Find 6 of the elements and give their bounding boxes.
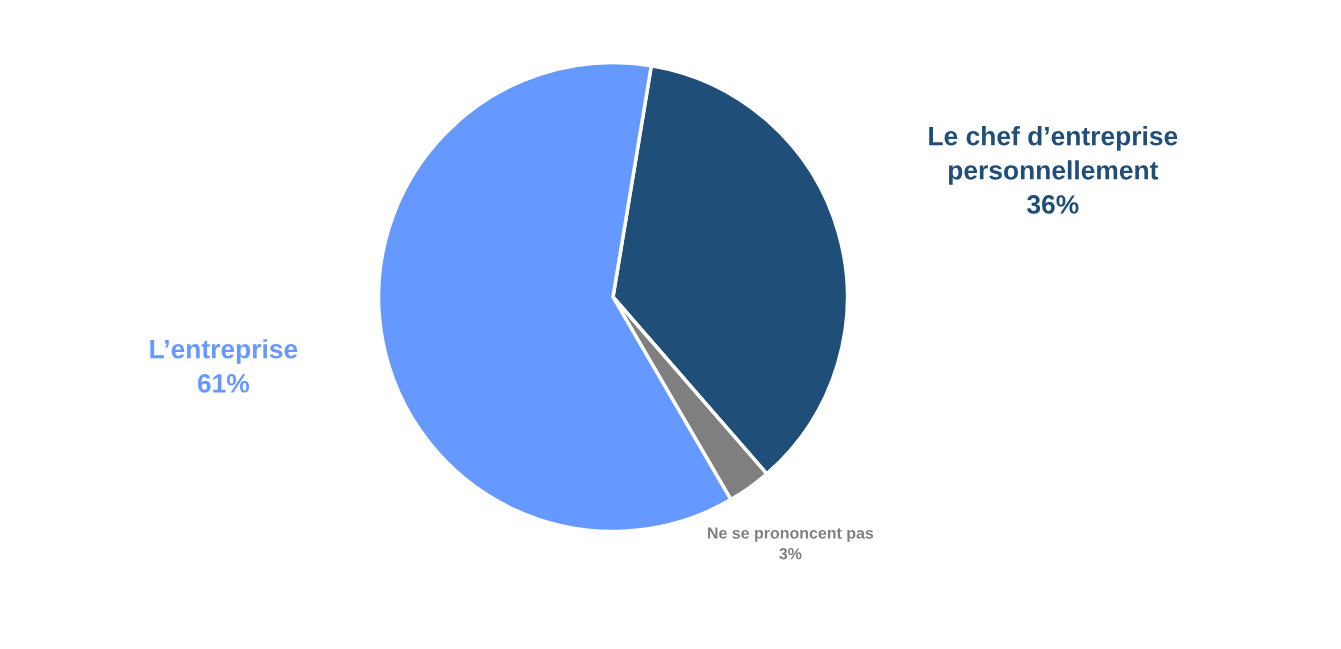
data-label: 61% <box>197 373 250 393</box>
slice-label: L’entreprise <box>150 339 298 364</box>
data-label: 36% <box>1027 195 1079 214</box>
slice-label: Le chef d’entreprise personnellement <box>929 126 1178 185</box>
data-label: 3% <box>779 548 802 560</box>
slice-label: Ne se prononcent pas <box>708 527 874 542</box>
